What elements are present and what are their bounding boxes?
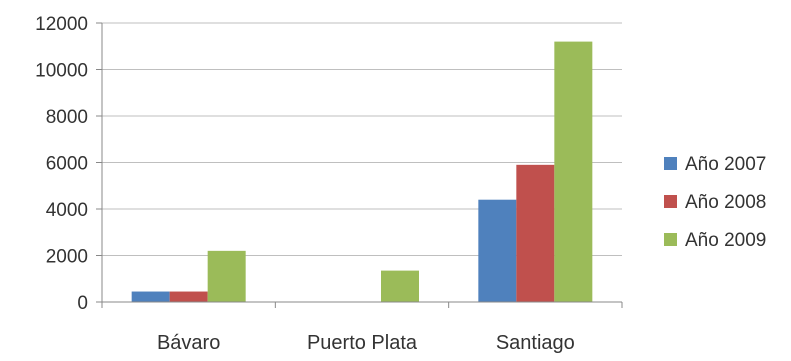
bar <box>554 42 592 302</box>
bar <box>132 292 170 302</box>
x-tick-label: Bávaro <box>157 332 220 354</box>
x-tick-labels: Bávaro Puerto Plata Santiago <box>157 332 575 354</box>
bar <box>170 292 208 302</box>
bar <box>208 251 246 302</box>
legend-label: Año 2008 <box>685 192 766 213</box>
legend-swatch <box>664 195 677 208</box>
legend-swatch <box>664 157 677 170</box>
y-tick-label: 2000 <box>46 247 88 268</box>
legend: Año 2007 Año 2008 Año 2009 <box>664 154 766 251</box>
y-tick-label: 4000 <box>46 200 88 221</box>
legend-swatch <box>664 233 677 246</box>
x-tick-label: Santiago <box>496 332 575 354</box>
y-tick-label: 0 <box>77 293 88 314</box>
bars <box>132 42 593 302</box>
y-tick-label: 10000 <box>35 61 88 82</box>
y-tick-label: 8000 <box>46 107 88 128</box>
legend-label: Año 2009 <box>685 230 766 251</box>
legend-label: Año 2007 <box>685 154 766 175</box>
bar <box>478 200 516 302</box>
bar <box>381 271 419 302</box>
x-tick-label: Puerto Plata <box>307 332 418 354</box>
y-tick-label: 12000 <box>35 14 88 35</box>
y-tick-labels: 0 2000 4000 6000 8000 10000 12000 <box>35 14 88 314</box>
bar <box>516 165 554 302</box>
y-tick-label: 6000 <box>46 154 88 175</box>
